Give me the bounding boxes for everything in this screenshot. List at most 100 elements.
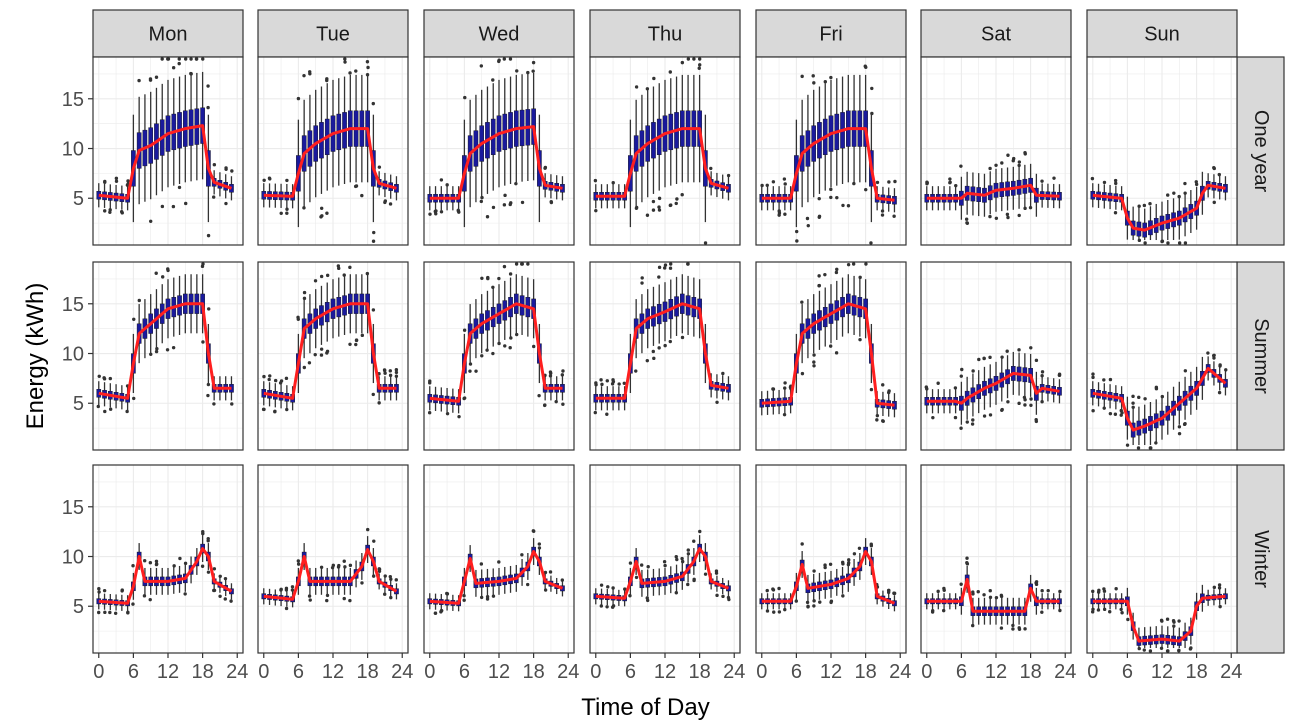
strip-winter: Winter [1236, 464, 1285, 654]
outlier-point [599, 378, 603, 382]
outlier-point [200, 564, 205, 568]
outlier-point [120, 589, 124, 593]
outlier-point [628, 561, 633, 565]
outlier-point [686, 548, 690, 552]
outlier-point [365, 60, 370, 64]
outlier-point [817, 214, 822, 219]
outlier-point [1011, 158, 1015, 163]
outlier-point [515, 69, 519, 73]
outlier-point [1005, 349, 1009, 353]
outlier-point [525, 582, 530, 587]
x-tick-label: 12 [1151, 661, 1173, 683]
outlier-point [142, 559, 147, 563]
outlier-point [806, 223, 810, 228]
outlier-point [611, 586, 615, 590]
outlier-point [262, 178, 266, 182]
outlier-point [1005, 212, 1010, 217]
outlier-point [1034, 419, 1039, 424]
outlier-point [657, 265, 662, 270]
outlier-point [445, 591, 449, 596]
strip-background [589, 9, 741, 58]
outlier-point [783, 182, 787, 186]
outlier-point [554, 399, 558, 404]
outlier-point [674, 591, 679, 595]
outlier-point [485, 215, 490, 219]
outlier-point [964, 217, 969, 221]
outlier-point [777, 610, 782, 614]
outlier-point [383, 592, 387, 596]
outlier-point [852, 552, 857, 556]
outlier-point [1160, 394, 1165, 399]
outlier-point [594, 208, 598, 213]
outlier-point [817, 196, 821, 201]
outlier-point [875, 180, 880, 185]
mean-line [761, 550, 896, 605]
outlier-point [268, 374, 272, 378]
outlier-point [1159, 646, 1164, 650]
outlier-point [319, 565, 324, 569]
outlier-point [971, 590, 975, 594]
outlier-point [771, 387, 775, 391]
outlier-point [102, 588, 107, 593]
outlier-point [1034, 358, 1039, 363]
outlier-point [886, 390, 891, 395]
x-tick-label: 6 [128, 661, 139, 683]
outlier-point [468, 369, 472, 373]
panel-winter-sat: 0 6 12 18 24 [920, 464, 1076, 683]
outlier-point [296, 96, 301, 101]
panel-border [423, 56, 575, 246]
outlier-point [994, 216, 999, 220]
outlier-point [224, 201, 228, 206]
outlier-point [1137, 646, 1141, 651]
outlier-point [285, 178, 289, 183]
outlier-point [137, 78, 141, 83]
mean-line [595, 127, 729, 198]
outlier-point [846, 562, 851, 567]
strip-label: Mon [149, 24, 188, 46]
outlier-point [863, 64, 867, 68]
outlier-point [1166, 649, 1170, 653]
outlier-point [148, 77, 153, 81]
outlier-point [1029, 397, 1033, 401]
outlier-point [988, 214, 992, 219]
outlier-point [302, 296, 307, 301]
strip-tue: Tue [257, 9, 409, 58]
outlier-point [611, 181, 615, 185]
y-tick-label: 10 [62, 139, 84, 161]
outlier-point [155, 346, 159, 351]
outlier-point [697, 66, 701, 70]
outlier-point [313, 352, 317, 357]
outlier-point [988, 166, 992, 171]
outlier-point [1217, 172, 1221, 177]
outlier-point [177, 61, 181, 66]
outlier-point [835, 267, 839, 272]
strip-background [92, 9, 244, 58]
outlier-point [1212, 356, 1216, 360]
outlier-point [103, 610, 107, 615]
panel-one-year-sun [1086, 56, 1238, 246]
panel-one-year-tue [257, 56, 409, 246]
outlier-point [1040, 179, 1044, 183]
strip-fri: Fri [755, 9, 907, 58]
outlier-point [520, 262, 524, 266]
outlier-point [1023, 152, 1027, 156]
outlier-point [1040, 370, 1045, 374]
outlier-point [382, 368, 387, 373]
outlier-point [132, 396, 136, 401]
mean-line [429, 302, 563, 403]
outlier-point [148, 597, 152, 602]
outlier-point [389, 595, 393, 600]
x-tick-label: 0 [424, 661, 435, 683]
outlier-point [686, 552, 691, 556]
outlier-point [273, 378, 278, 383]
outlier-point [267, 176, 272, 180]
outlier-point [846, 204, 851, 208]
outlier-point [491, 351, 495, 356]
outlier-point [692, 539, 696, 543]
outlier-point [166, 57, 170, 61]
outlier-point [166, 267, 170, 271]
outlier-point [296, 559, 301, 563]
outlier-point [279, 211, 283, 215]
outlier-point [931, 608, 935, 613]
strip-thu: Thu [589, 9, 741, 58]
